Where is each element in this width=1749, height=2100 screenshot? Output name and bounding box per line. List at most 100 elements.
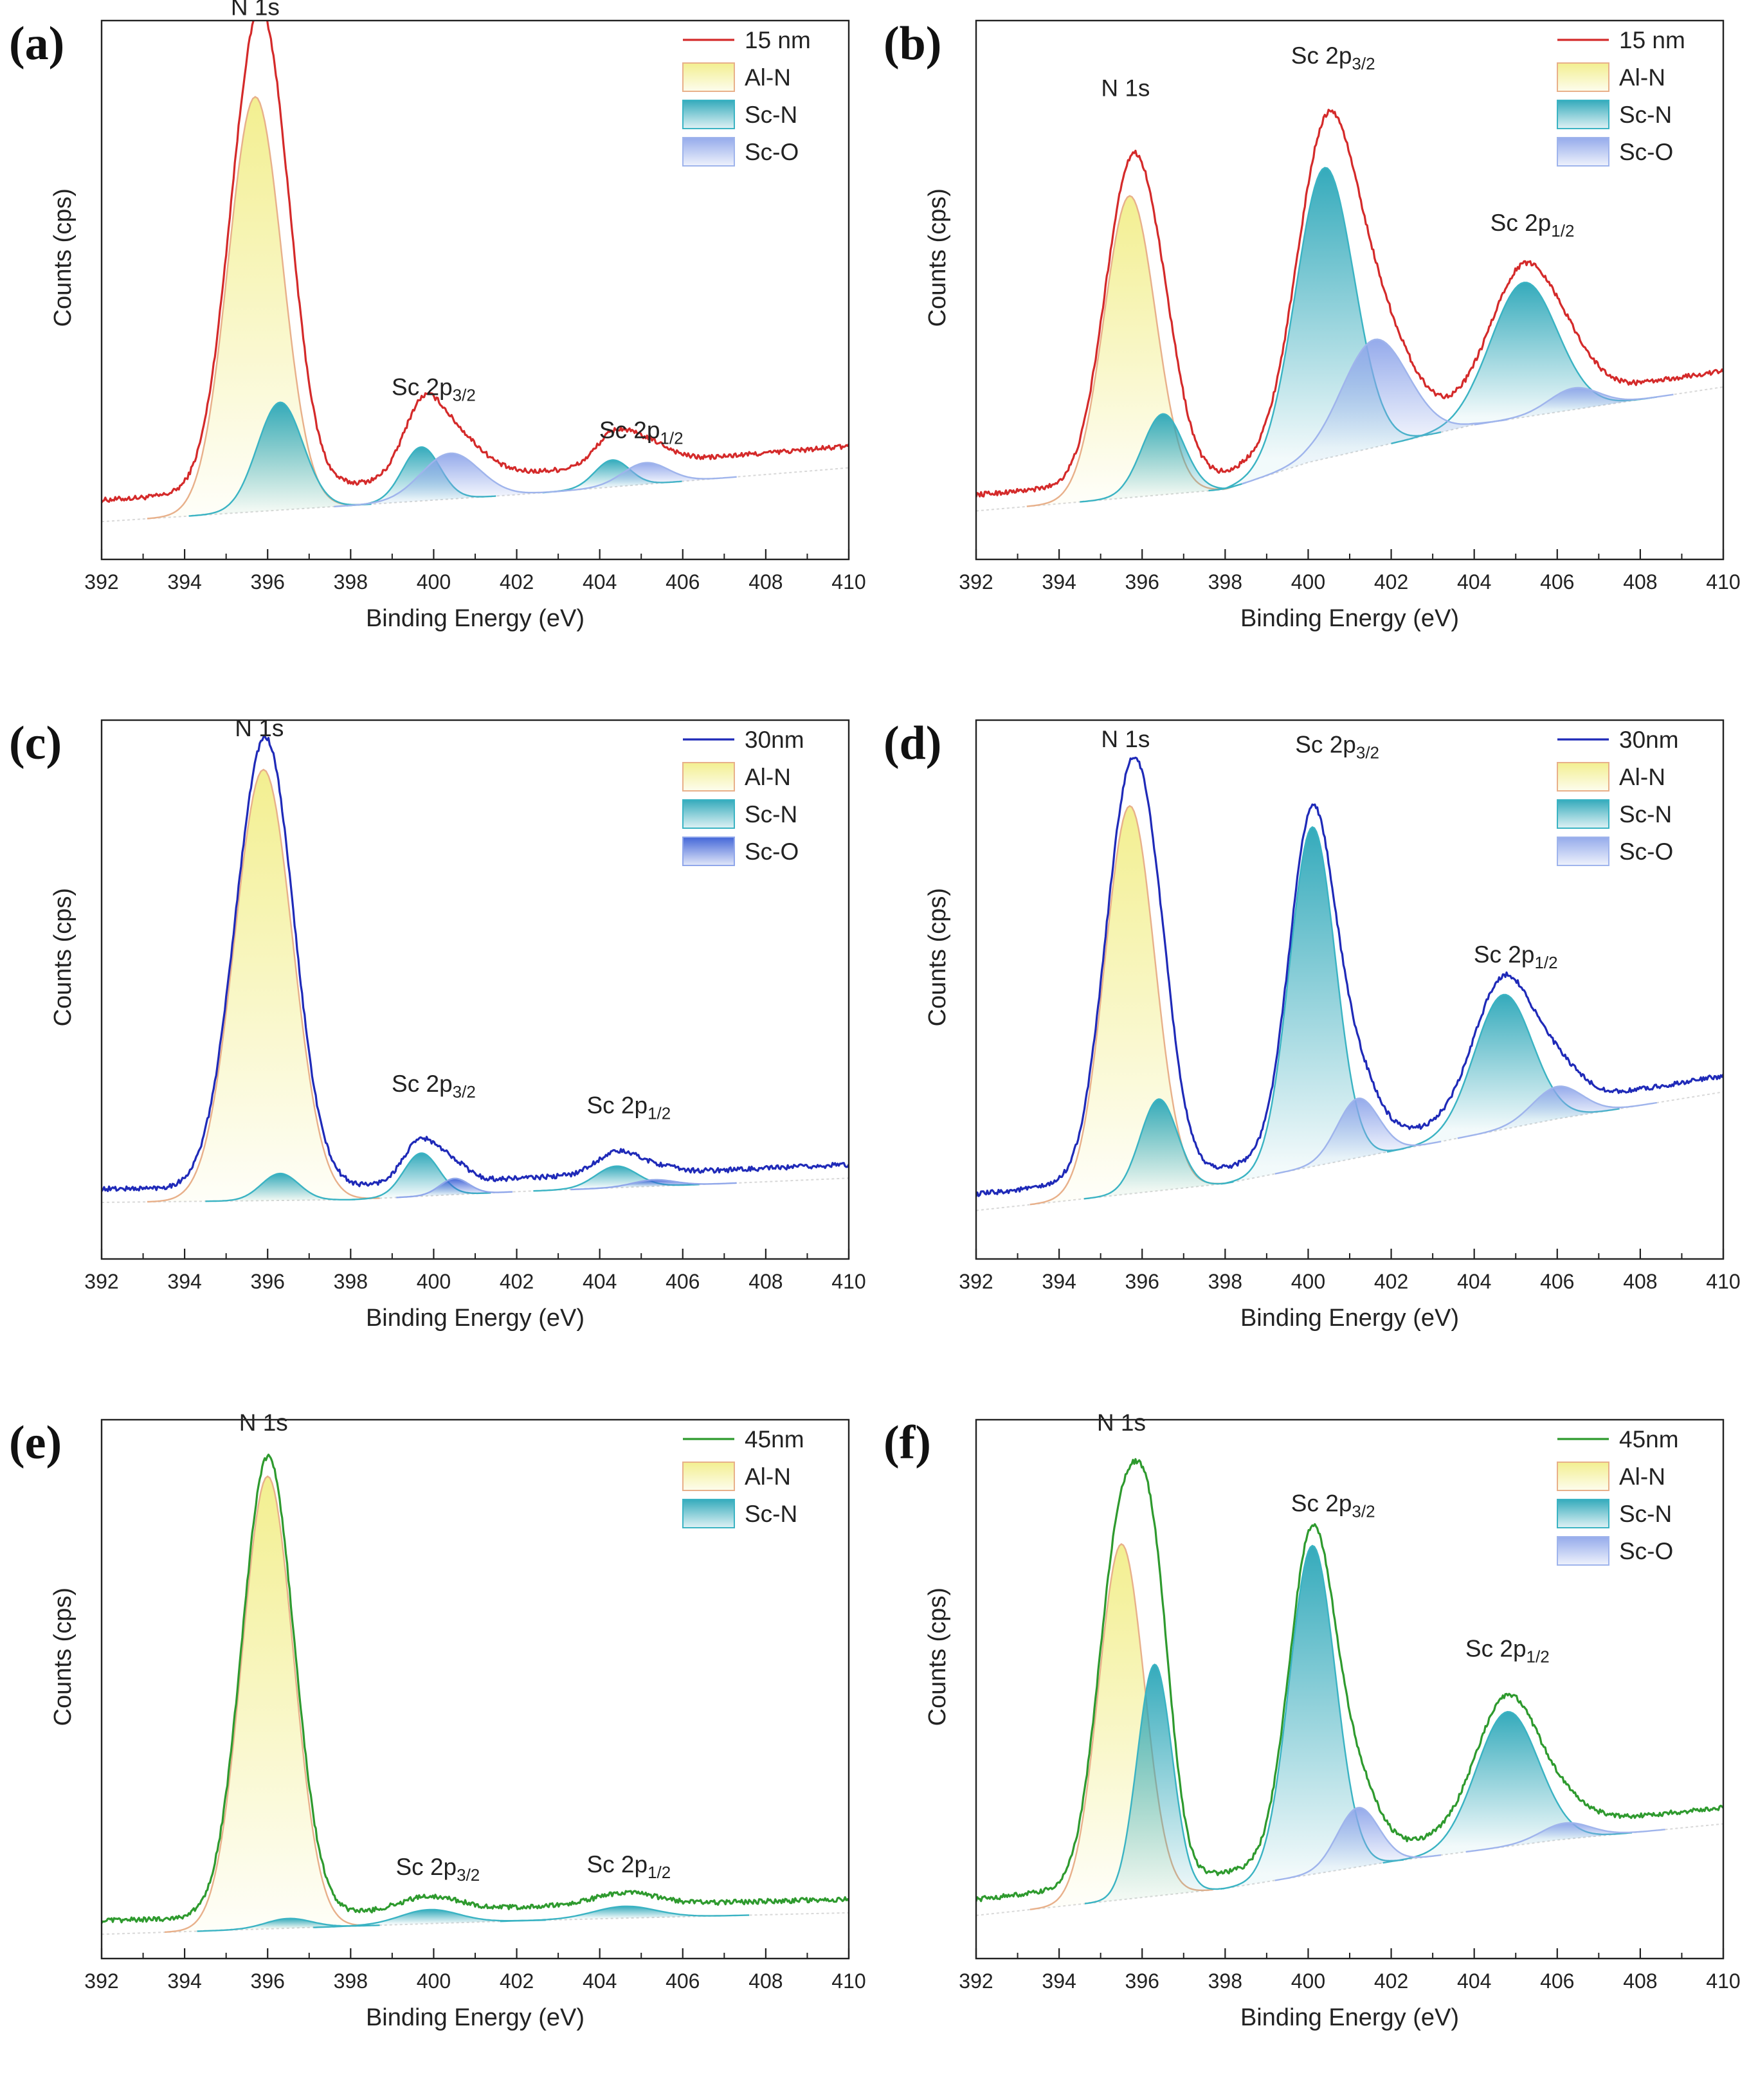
legend-swatch bbox=[1557, 1499, 1609, 1528]
peak-annotation-subscript: 3/2 bbox=[1356, 743, 1379, 762]
legend-label: 30nm bbox=[745, 727, 804, 753]
x-tick-label: 402 bbox=[1374, 570, 1408, 593]
legend-swatch bbox=[682, 100, 735, 129]
peak-annotation: Sc 2p1/2 bbox=[1491, 210, 1575, 240]
x-tick-label: 392 bbox=[959, 570, 993, 593]
x-tick-label: 410 bbox=[831, 570, 865, 593]
peak-fill-al-n bbox=[1029, 806, 1229, 1205]
x-tick-label: 406 bbox=[666, 1969, 700, 1993]
xps-chart-b: (b) 392 394 396 398 400 402 404 406 408 410 Binding… bbox=[884, 17, 1741, 632]
peak-fill-sc-n bbox=[1220, 827, 1404, 1184]
panel-b: (b) 392 394 396 398 400 402 404 406 408 410 Binding… bbox=[875, 0, 1749, 700]
panel-label: (e) bbox=[9, 1417, 62, 1469]
peak-fill-sc-o bbox=[1242, 339, 1508, 484]
x-axis-title: Binding Energy (eV) bbox=[366, 605, 585, 632]
x-tick-label: 398 bbox=[334, 1270, 368, 1293]
peak-annotation-subscript: 3/2 bbox=[1352, 54, 1375, 73]
peak-fill-sc-n bbox=[1382, 1712, 1632, 1863]
panel-a: (a) 392 394 396 398 400 402 404 406 408 410 Binding… bbox=[0, 0, 875, 700]
peak-annotation: N 1s bbox=[239, 1409, 288, 1436]
x-tick-label: 400 bbox=[1291, 1270, 1325, 1293]
x-tick-label: 410 bbox=[1706, 570, 1740, 593]
peak-annotation-subscript: 3/2 bbox=[457, 1865, 480, 1885]
spectrum-line bbox=[976, 1458, 1723, 1903]
peak-annotation-main: Sc 2p bbox=[599, 417, 660, 443]
x-tick-label: 402 bbox=[500, 570, 534, 593]
x-tick-label: 404 bbox=[583, 570, 617, 593]
peak-annotation-main: N 1s bbox=[1101, 726, 1150, 752]
x-axis-title: Binding Energy (eV) bbox=[366, 1305, 585, 1332]
x-tick-label: 400 bbox=[417, 1270, 451, 1293]
x-tick-label: 404 bbox=[1457, 570, 1491, 593]
legend-swatch bbox=[1557, 100, 1609, 129]
y-axis-title: Counts (cps) bbox=[924, 1588, 951, 1726]
peak-fill-sc-n bbox=[188, 402, 372, 516]
x-tick-label: 402 bbox=[1374, 1969, 1408, 1993]
peak-annotation: N 1s bbox=[1101, 726, 1150, 752]
panel-label: (c) bbox=[9, 717, 62, 770]
legend-swatch bbox=[1557, 1536, 1609, 1566]
x-tick-label: 396 bbox=[1125, 570, 1159, 593]
x-tick-label: 404 bbox=[1457, 1270, 1491, 1293]
x-tick-label: 406 bbox=[666, 570, 700, 593]
peak-fill-sc-n bbox=[351, 1153, 491, 1200]
peak-fill-sc-n bbox=[500, 1906, 750, 1922]
x-tick-label: 408 bbox=[748, 1270, 783, 1293]
x-tick-label: 392 bbox=[84, 1270, 118, 1293]
legend-label: Sc-N bbox=[745, 801, 797, 828]
y-axis-title: Counts (cps) bbox=[924, 188, 951, 327]
legend-swatch bbox=[1557, 799, 1609, 829]
legend-swatch bbox=[1557, 762, 1609, 792]
peak-annotation: N 1s bbox=[231, 0, 280, 21]
legend-swatch bbox=[682, 837, 735, 866]
x-tick-label: 408 bbox=[1623, 1969, 1657, 1993]
x-tick-label: 394 bbox=[1042, 1270, 1076, 1293]
peak-annotation: Sc 2p1/2 bbox=[599, 417, 684, 448]
peak-annotation: Sc 2p1/2 bbox=[586, 1092, 671, 1123]
legend-label: 30nm bbox=[1619, 727, 1679, 753]
x-tick-label: 400 bbox=[417, 1969, 451, 1993]
peak-fill-sc-n bbox=[542, 460, 682, 493]
x-tick-label: 392 bbox=[84, 570, 118, 593]
peak-fill-sc-o bbox=[1457, 1086, 1657, 1139]
peak-fill-sc-n bbox=[1080, 413, 1246, 502]
xps-chart-d: (d) 392 394 396 398 400 402 404 406 408 410 Binding… bbox=[884, 717, 1741, 1332]
legend-swatch bbox=[1557, 837, 1609, 866]
x-tick-label: 394 bbox=[167, 1969, 201, 1993]
legend-label: Sc-N bbox=[1619, 1501, 1672, 1527]
legend-label: Sc-O bbox=[1619, 139, 1673, 165]
peak-outline-sc-n bbox=[1083, 1098, 1234, 1200]
peak-outline-sc-o bbox=[1274, 1807, 1442, 1881]
peak-annotation-main: Sc 2p bbox=[586, 1851, 648, 1878]
y-axis-title: Counts (cps) bbox=[50, 188, 77, 327]
legend-label: Sc-O bbox=[745, 838, 799, 865]
panel-label: (f) bbox=[884, 1417, 931, 1469]
peak-outline-sc-n bbox=[188, 401, 372, 517]
x-tick-label: 404 bbox=[583, 1969, 617, 1993]
peak-outline-sc-o bbox=[1457, 1085, 1657, 1139]
xps-chart-e: (e) 392 394 396 398 400 402 404 406 408 410 Binding… bbox=[9, 1409, 866, 2031]
peak-annotation-main: Sc 2p bbox=[1474, 941, 1535, 968]
x-tick-label: 406 bbox=[1540, 1270, 1574, 1293]
x-tick-label: 398 bbox=[1208, 570, 1242, 593]
x-axis-title: Binding Energy (eV) bbox=[1240, 1305, 1459, 1332]
peak-annotation: Sc 2p3/2 bbox=[1291, 42, 1375, 73]
x-tick-label: 408 bbox=[748, 570, 783, 593]
x-tick-label: 410 bbox=[831, 1270, 865, 1293]
y-axis-title: Counts (cps) bbox=[50, 888, 77, 1026]
peak-annotation-subscript: 1/2 bbox=[660, 428, 683, 448]
x-axis-title: Binding Energy (eV) bbox=[1240, 605, 1459, 632]
peak-annotation-main: Sc 2p bbox=[1291, 42, 1352, 69]
peak-annotation-subscript: 3/2 bbox=[453, 1082, 476, 1101]
peak-annotation-subscript: 1/2 bbox=[1534, 953, 1557, 972]
peak-outline-sc-o bbox=[1274, 1097, 1442, 1175]
x-tick-label: 398 bbox=[1208, 1969, 1242, 1993]
legend-label: 15 nm bbox=[1619, 27, 1685, 53]
peak-outline-sc-o bbox=[1241, 338, 1508, 485]
peak-annotation-main: Sc 2p bbox=[392, 1071, 453, 1097]
peak-annotation-main: Sc 2p bbox=[586, 1092, 648, 1119]
x-tick-label: 392 bbox=[959, 1270, 993, 1293]
peak-annotation: Sc 2p3/2 bbox=[392, 1071, 476, 1101]
panel-label: (b) bbox=[884, 17, 941, 70]
legend-swatch bbox=[682, 62, 735, 92]
